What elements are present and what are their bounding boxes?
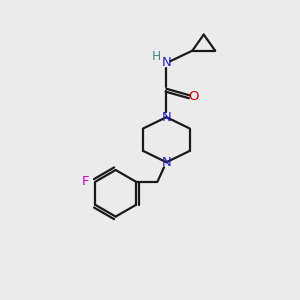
Text: H: H: [151, 50, 160, 63]
Text: N: N: [161, 111, 171, 124]
Text: N: N: [161, 156, 171, 169]
Text: F: F: [82, 175, 89, 188]
Text: O: O: [188, 90, 199, 103]
Text: N: N: [161, 56, 171, 69]
